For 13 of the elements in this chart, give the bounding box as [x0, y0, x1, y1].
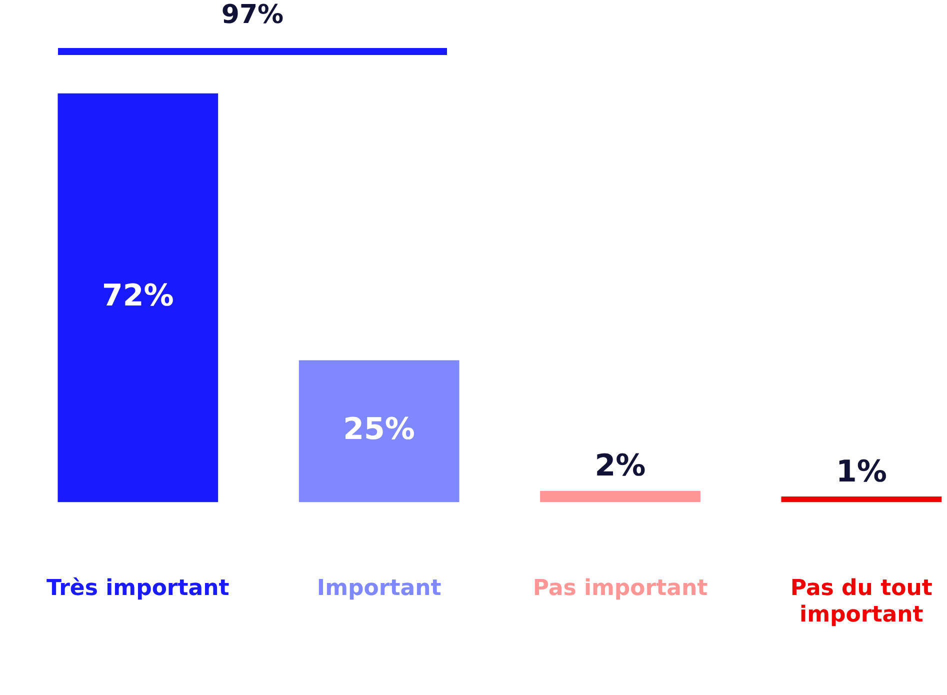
- bar: [58, 93, 218, 502]
- data-label: 2%: [594, 448, 646, 484]
- data-label: 1%: [836, 454, 887, 490]
- x-tick-label: Très important: [46, 576, 230, 602]
- data-label: 25%: [343, 412, 415, 448]
- data-label: 72%: [102, 278, 174, 314]
- x-tick-label: Pas important: [532, 576, 708, 602]
- bar: [298, 360, 460, 502]
- bar: [781, 496, 942, 502]
- bar: [540, 490, 700, 502]
- text: 97%: [220, 0, 285, 30]
- x-tick-label: Pas du tout important: [790, 576, 933, 628]
- x-tick-label: Important: [316, 576, 442, 602]
